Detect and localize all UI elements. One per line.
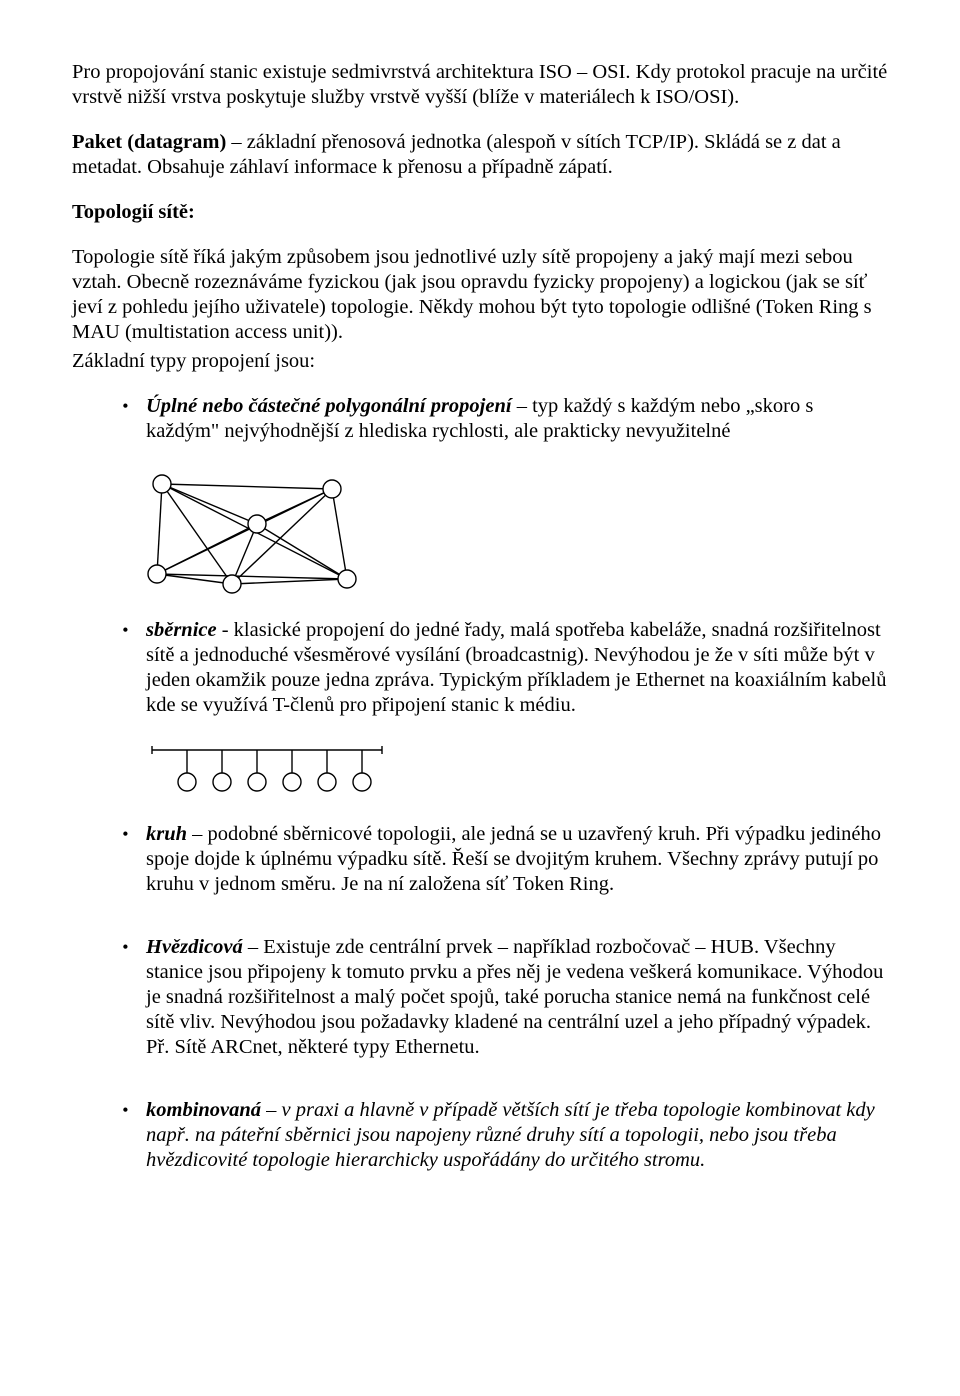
mesh-topology-icon <box>142 464 362 594</box>
term-kombinovana: kombinovaná <box>146 1099 261 1121</box>
heading-topologie: Topologií sítě: <box>72 200 888 225</box>
list-item-hvezdicova: Hvězdicová – Existuje zde centrální prve… <box>142 935 888 1060</box>
paragraph-paket: Paket (datagram) – základní přenosová je… <box>72 130 888 180</box>
list-item-polygonalni: Úplné nebo částečné polygonální propojen… <box>142 394 888 444</box>
diagram-bus <box>142 738 888 798</box>
term-sbernice: sběrnice <box>146 619 217 641</box>
term-hvezdicova: Hvězdicová <box>146 936 243 958</box>
bus-topology-icon <box>142 738 392 798</box>
text: – Existuje zde centrální prvek – napříkl… <box>146 936 883 1058</box>
list-item-sbernice: sběrnice - klasické propojení do jedné ř… <box>142 618 888 718</box>
paragraph-topologie-desc: Topologie sítě říká jakým způsobem jsou … <box>72 245 888 345</box>
paragraph-iso-osi: Pro propojování stanic existuje sedmivrs… <box>72 60 888 110</box>
text: – podobné sběrnicové topologii, ale jedn… <box>146 823 881 895</box>
term-paket: Paket (datagram) <box>72 131 226 153</box>
list-item-kruh: kruh – podobné sběrnicové topologii, ale… <box>142 822 888 897</box>
diagram-mesh <box>142 464 888 594</box>
text: - klasické propojení do jedné řady, malá… <box>146 619 886 716</box>
term-polygonalni: Úplné nebo částečné polygonální propojen… <box>146 395 512 417</box>
paragraph-zakladni-typy: Základní typy propojení jsou: <box>72 349 888 374</box>
term-kruh: kruh <box>146 823 187 845</box>
list-item-kombinovana: kombinovaná – v praxi a hlavně v případě… <box>142 1098 888 1173</box>
